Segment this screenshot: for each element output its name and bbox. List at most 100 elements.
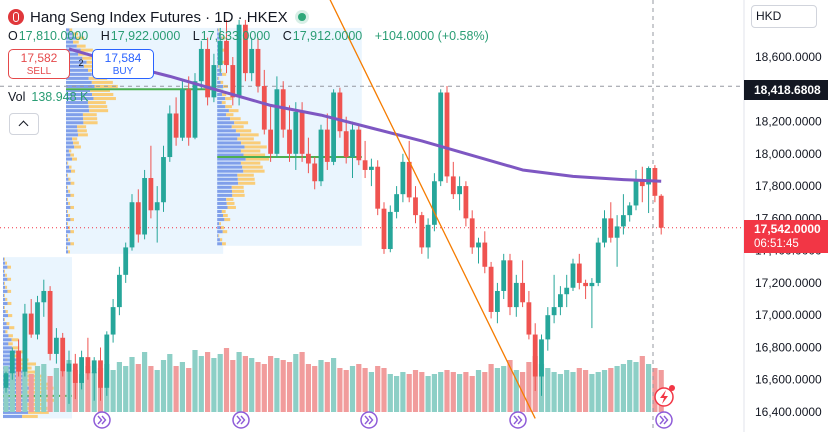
volume-bar (280, 360, 286, 412)
candle-body (450, 176, 456, 195)
buy-button[interactable]: 17,584 BUY (92, 49, 154, 79)
candle-body (608, 218, 614, 238)
dividend-icon[interactable] (232, 411, 250, 429)
candle-body (211, 65, 217, 98)
volume-profile-bar (66, 60, 87, 64)
volume-bar (463, 372, 469, 412)
volume-bar (412, 370, 419, 412)
candle-body (576, 263, 582, 283)
candle-body (299, 111, 305, 154)
volume-bar (450, 372, 456, 412)
volume-bar (601, 370, 608, 412)
volume-profile-bar (217, 52, 219, 56)
volume-profile-bar (3, 293, 5, 297)
volume-profile-bar (231, 185, 244, 189)
candle-body (3, 373, 9, 388)
low-value: 17,633.0000 (200, 29, 271, 43)
volume-bar (639, 356, 645, 412)
candle-body (425, 224, 431, 248)
volume-profile-bar (217, 40, 219, 44)
candle-body (60, 337, 66, 372)
volume-profile-bar (217, 189, 232, 193)
volume-profile-bar (92, 93, 114, 97)
volume-bar (230, 360, 236, 412)
volume-bar (608, 368, 614, 412)
volume-profile-bar (66, 97, 94, 101)
candle-body (236, 24, 242, 98)
volume-profile-bar (83, 117, 98, 121)
volume-profile-bar (217, 173, 238, 177)
volume-bar (205, 352, 211, 412)
candle-body (255, 48, 261, 87)
exchange-logo-icon (8, 9, 24, 25)
volume-profile-bar (7, 277, 12, 281)
volume-profile-bar (242, 165, 263, 169)
volume-profile-bar (74, 145, 81, 149)
bar-countdown: 06:51:45 (754, 238, 799, 250)
volume-bar (482, 372, 488, 412)
volume-profile-bar (217, 28, 219, 32)
price-tick-label: 16,400.0000 (755, 405, 822, 419)
candle-body (167, 113, 173, 158)
volume-profile-bar (4, 293, 5, 297)
dividend-icon[interactable] (93, 411, 111, 429)
volume-profile-bar (3, 289, 8, 293)
volume-profile-bar (219, 222, 221, 226)
title-row: Hang Seng Index Futures · 1D · HKEX (8, 6, 489, 28)
market-status-icon[interactable] (297, 13, 306, 21)
volume-profile-bar (3, 314, 9, 318)
volume-bar (400, 372, 406, 412)
dividend-icon-glyph (513, 415, 523, 425)
dividend-icon[interactable] (360, 411, 378, 429)
candle-body (110, 307, 116, 335)
volume-profile-bar (78, 133, 88, 137)
candle-body (79, 357, 84, 383)
volume-profile-bar (238, 181, 256, 185)
volume-profile-bar (68, 177, 71, 181)
volume-bar (368, 372, 374, 412)
price-tick-label: 16,600.0000 (755, 373, 822, 387)
volume-profile-bar (66, 222, 68, 226)
collapse-legend-button[interactable] (9, 113, 39, 135)
symbol-title[interactable]: Hang Seng Index Futures · 1D · HKEX (30, 8, 288, 26)
volume-profile-bar (217, 185, 232, 189)
candle-body (16, 350, 21, 372)
candle-body (419, 215, 425, 248)
volume-bar (28, 374, 34, 412)
price-axis (744, 0, 828, 432)
flash-icon[interactable] (654, 385, 675, 407)
volume-bar (268, 356, 274, 412)
candle-body (205, 48, 210, 98)
volume-profile-bar (21, 362, 37, 366)
volume-bar (154, 370, 160, 412)
candle-body (224, 40, 229, 66)
sell-button[interactable]: 17,582 SELL (8, 49, 70, 79)
volume-profile-bar (5, 330, 8, 334)
high-value: 17,922.0000 (110, 29, 181, 43)
volume-profile-bar (243, 153, 266, 157)
volume-bar (362, 368, 368, 412)
volume-bar (356, 364, 362, 412)
volume-profile-bar (66, 52, 79, 56)
candle-body (539, 339, 544, 377)
dividend-icon[interactable] (509, 411, 527, 429)
volume-bar (475, 370, 482, 412)
volume-bar (595, 372, 601, 412)
volume-profile-bar (217, 68, 220, 72)
volume-profile-bar (66, 121, 84, 125)
candle-body (230, 65, 236, 98)
volume-profile-bar (67, 209, 68, 214)
currency-selector[interactable]: HKD (751, 5, 817, 28)
volume-profile-bar (68, 250, 71, 254)
candle-body (186, 89, 192, 138)
volume-profile-bar (66, 161, 68, 165)
volume-profile-bar (70, 169, 76, 173)
dividend-icon[interactable] (655, 411, 673, 429)
volume-bar (305, 364, 311, 412)
candle-body (614, 226, 620, 238)
volume-profile-bar (66, 218, 71, 222)
candle-body (287, 129, 292, 154)
candle-body (66, 363, 72, 372)
volume-profile-bar (91, 80, 113, 84)
